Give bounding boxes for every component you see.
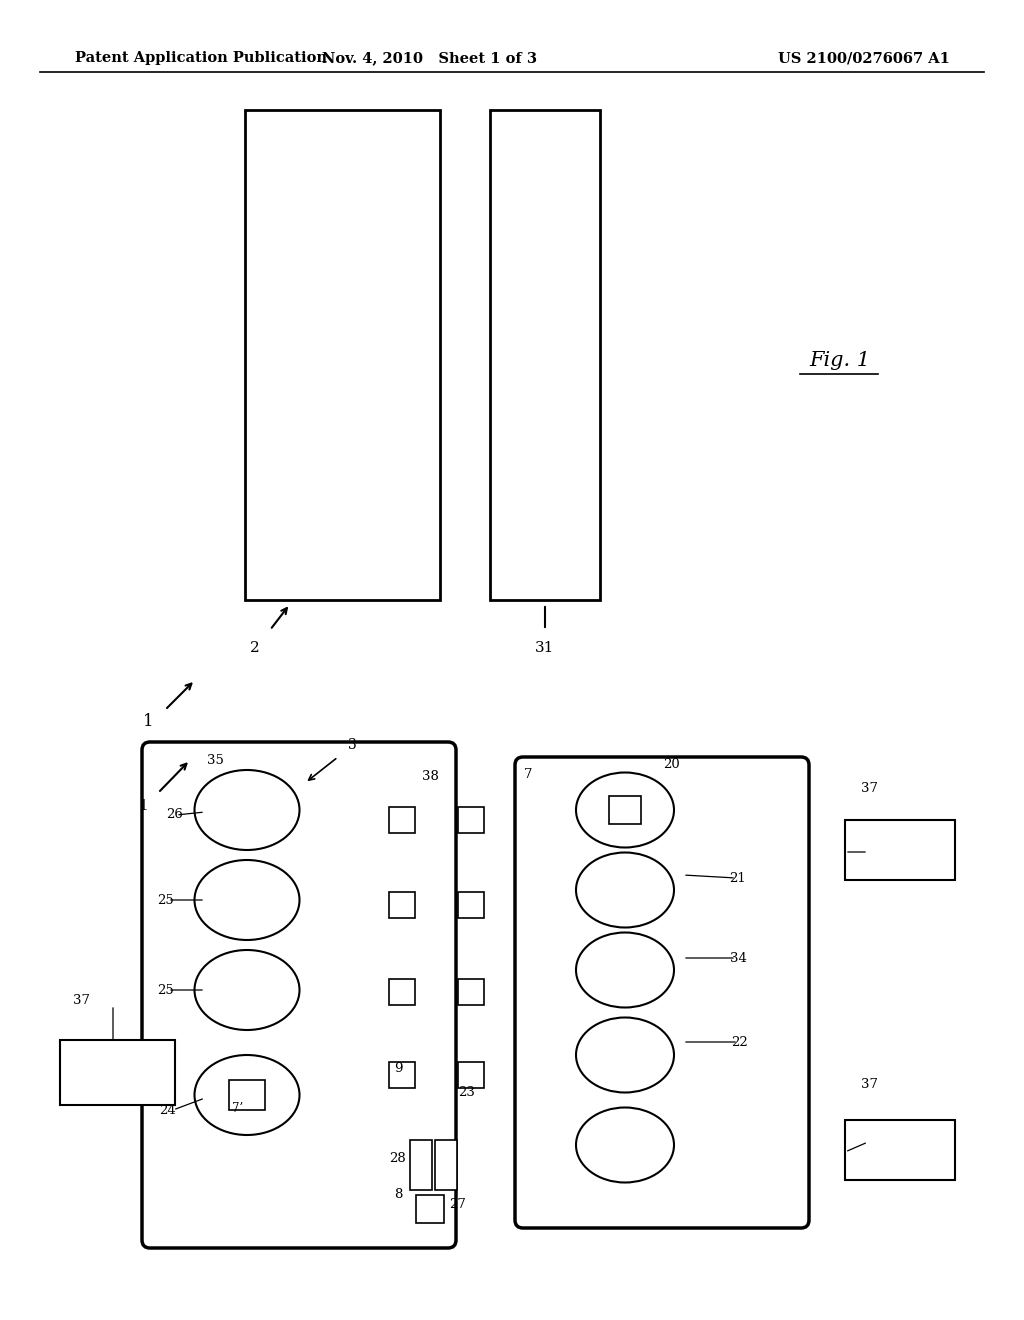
Ellipse shape xyxy=(575,1107,674,1183)
Text: Fig. 1: Fig. 1 xyxy=(810,351,870,370)
Text: 1: 1 xyxy=(142,714,154,730)
Bar xyxy=(458,979,484,1005)
Text: 37: 37 xyxy=(74,994,90,1006)
Ellipse shape xyxy=(195,770,299,850)
Text: 28: 28 xyxy=(389,1151,407,1164)
Text: 22: 22 xyxy=(731,1035,749,1048)
Text: 3: 3 xyxy=(347,738,356,752)
Text: 25: 25 xyxy=(157,983,173,997)
Text: 7’: 7’ xyxy=(232,1101,244,1114)
Ellipse shape xyxy=(575,1018,674,1093)
Text: 24: 24 xyxy=(160,1104,176,1117)
Text: 9: 9 xyxy=(394,1061,402,1074)
Bar xyxy=(410,1140,432,1191)
Bar xyxy=(458,1063,484,1088)
Bar xyxy=(458,807,484,833)
Bar xyxy=(416,1195,444,1224)
Bar xyxy=(60,1040,175,1105)
Text: Nov. 4, 2010   Sheet 1 of 3: Nov. 4, 2010 Sheet 1 of 3 xyxy=(323,51,538,65)
Text: 1: 1 xyxy=(138,799,147,813)
Bar xyxy=(609,796,641,824)
Bar xyxy=(458,892,484,917)
Ellipse shape xyxy=(575,932,674,1007)
Bar xyxy=(389,1063,415,1088)
Bar xyxy=(389,807,415,833)
Bar xyxy=(490,110,600,601)
Text: 8: 8 xyxy=(394,1188,402,1201)
Bar xyxy=(389,979,415,1005)
Ellipse shape xyxy=(575,853,674,928)
Text: 26: 26 xyxy=(167,808,183,821)
Text: 27: 27 xyxy=(450,1199,467,1212)
Text: 21: 21 xyxy=(730,871,746,884)
Text: 35: 35 xyxy=(207,754,223,767)
Ellipse shape xyxy=(195,1055,299,1135)
Bar xyxy=(229,1080,265,1110)
Text: 37: 37 xyxy=(861,1078,879,1092)
Ellipse shape xyxy=(575,772,674,847)
Bar xyxy=(845,1119,955,1180)
Text: 37: 37 xyxy=(861,781,879,795)
Text: US 2100/0276067 A1: US 2100/0276067 A1 xyxy=(778,51,950,65)
Ellipse shape xyxy=(195,861,299,940)
FancyBboxPatch shape xyxy=(515,756,809,1228)
Bar xyxy=(245,110,440,601)
Text: 7: 7 xyxy=(523,768,532,781)
Text: 20: 20 xyxy=(664,759,680,771)
Bar xyxy=(435,1140,457,1191)
FancyBboxPatch shape xyxy=(142,742,456,1247)
Ellipse shape xyxy=(195,950,299,1030)
Bar xyxy=(845,820,955,880)
Text: 38: 38 xyxy=(422,770,438,783)
Bar xyxy=(389,892,415,917)
Text: 23: 23 xyxy=(459,1085,475,1098)
Text: 34: 34 xyxy=(729,952,746,965)
Text: 25: 25 xyxy=(157,894,173,907)
Text: 2: 2 xyxy=(250,642,260,655)
Text: 31: 31 xyxy=(536,642,555,655)
Text: Patent Application Publication: Patent Application Publication xyxy=(75,51,327,65)
